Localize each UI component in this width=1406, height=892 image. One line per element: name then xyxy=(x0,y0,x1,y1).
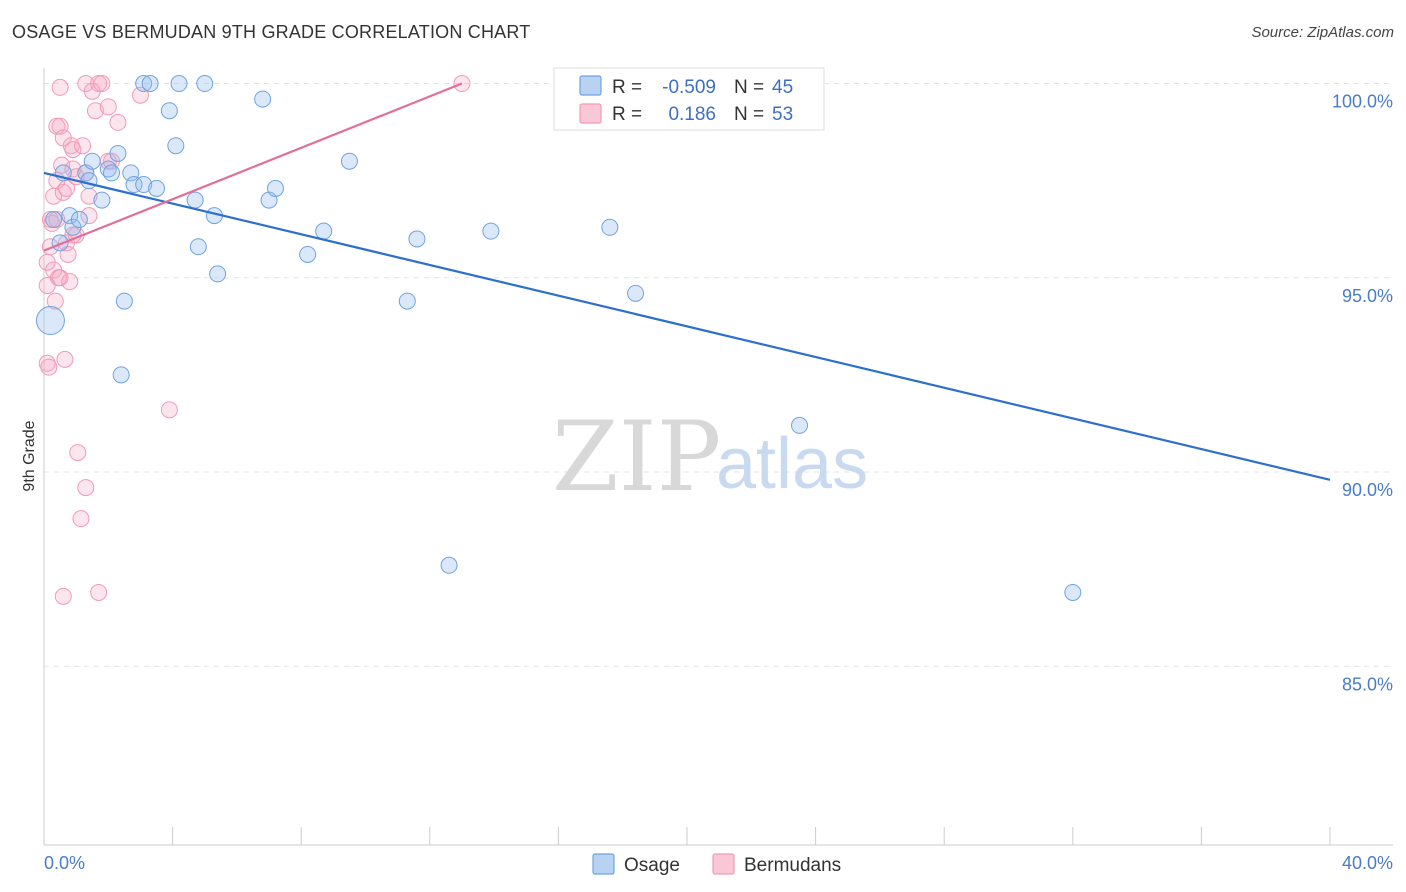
bermudans-point xyxy=(51,269,69,287)
osage-point xyxy=(1064,583,1082,601)
series-legend-swatch-osage xyxy=(592,853,615,875)
osage-point xyxy=(170,75,188,93)
osage-point xyxy=(45,211,63,229)
osage-point xyxy=(627,284,645,302)
y-tick-label: 95.0% xyxy=(1342,286,1393,306)
grid-lines xyxy=(44,83,1393,667)
bermudans-point xyxy=(86,102,104,120)
bermudans-point xyxy=(40,358,58,376)
bermudans-point xyxy=(72,510,90,528)
series-legend: Osage Bermudans xyxy=(592,853,841,876)
osage-point xyxy=(103,164,121,182)
osage-point xyxy=(398,292,416,310)
osage-point xyxy=(148,179,166,197)
bermudans-point xyxy=(61,273,79,291)
legend-bermudans-n-label: N = xyxy=(734,104,764,125)
legend-bermudans-r-label: R = xyxy=(612,104,642,125)
osage-point xyxy=(209,265,227,283)
watermark-zip: ZIP xyxy=(552,401,721,513)
osage-point xyxy=(135,176,153,194)
osage-point xyxy=(80,172,98,190)
bermudans-point xyxy=(59,245,77,263)
legend-osage-n-value: 45 xyxy=(772,77,793,98)
series-legend-swatch-bermudans xyxy=(712,853,735,875)
bermudans-point xyxy=(74,137,92,155)
osage-point xyxy=(135,75,153,93)
y-tick-label: 100.0% xyxy=(1332,92,1393,112)
osage-point xyxy=(254,90,272,108)
osage-point xyxy=(601,218,619,236)
bermudans-point xyxy=(160,401,178,419)
axes xyxy=(43,68,1393,846)
bermudans-point xyxy=(56,350,74,368)
x-tick-label: 0.0% xyxy=(44,853,85,873)
legend-bermudans-n-value: 53 xyxy=(772,104,793,125)
osage-point xyxy=(109,144,127,162)
legend-bermudans-r-value: 0.186 xyxy=(668,104,716,125)
bermudans-point xyxy=(69,444,87,462)
bermudans-point xyxy=(51,78,69,96)
osage-point xyxy=(440,556,458,574)
osage-point xyxy=(340,152,358,170)
bermudans-point xyxy=(90,583,108,601)
y-tick-label: 85.0% xyxy=(1342,674,1393,694)
osage-point xyxy=(83,152,101,170)
x-tick-labels: 0.0% 40.0% xyxy=(44,853,1393,873)
bermudans-point xyxy=(99,98,117,116)
osage-point xyxy=(160,102,178,120)
osage-points xyxy=(35,75,1082,601)
bermudans-point xyxy=(54,587,72,605)
osage-point xyxy=(167,137,185,155)
bermudans-point xyxy=(109,113,127,131)
legend-swatch-bermudans xyxy=(579,103,602,124)
watermark: ZIP atlas xyxy=(552,401,868,513)
bermudans-point xyxy=(46,292,64,310)
osage-point xyxy=(186,191,204,209)
y-axis-label: 9th Grade xyxy=(21,420,38,491)
bermudans-point xyxy=(80,207,98,225)
osage-point xyxy=(266,179,284,197)
bermudans-trend-line xyxy=(43,82,463,252)
watermark-atlas: atlas xyxy=(716,424,868,504)
bermudans-points xyxy=(38,75,471,605)
source-label: Source: ZipAtlas.com xyxy=(1251,24,1394,41)
osage-point xyxy=(141,75,159,93)
osage-point xyxy=(408,230,426,248)
bermudans-point xyxy=(77,479,95,497)
osage-point xyxy=(196,75,214,93)
osage-point xyxy=(299,245,317,263)
correlation-legend: R = -0.509 N = 45 R = 0.186 N = 53 xyxy=(553,67,825,131)
legend-osage-r-label: R = xyxy=(612,77,642,98)
x-ticks xyxy=(172,827,1331,845)
y-tick-label: 90.0% xyxy=(1342,480,1393,500)
osage-point xyxy=(189,238,207,256)
series-legend-osage: Osage xyxy=(624,855,680,876)
osage-point xyxy=(315,222,333,240)
osage-point xyxy=(115,292,133,310)
osage-point xyxy=(93,191,111,209)
y-tick-labels: 100.0% 95.0% 90.0% 85.0% xyxy=(1332,92,1393,695)
osage-point xyxy=(112,366,130,384)
trend-lines xyxy=(43,82,1331,481)
bermudans-point xyxy=(93,75,111,93)
x-tick-label: 40.0% xyxy=(1342,853,1393,873)
series-legend-bermudans: Bermudans xyxy=(744,855,841,876)
osage-point xyxy=(125,176,143,194)
osage-point xyxy=(35,306,65,336)
bermudans-point xyxy=(64,141,82,159)
osage-point xyxy=(70,211,88,229)
legend-osage-n-label: N = xyxy=(734,77,764,98)
osage-point xyxy=(791,416,809,434)
osage-trend-line xyxy=(43,171,1331,481)
chart-title: OSAGE VS BERMUDAN 9TH GRADE CORRELATION … xyxy=(12,22,531,42)
osage-point xyxy=(482,222,500,240)
legend-osage-r-value: -0.509 xyxy=(662,77,716,98)
legend-swatch-osage xyxy=(579,75,602,96)
